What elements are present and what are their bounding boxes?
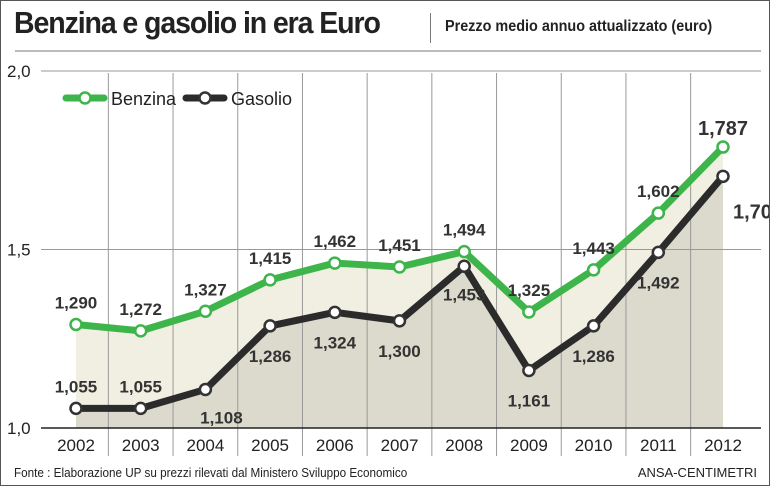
legend-marker [78, 91, 92, 105]
x-tick-label: 2002 [57, 436, 95, 455]
x-tick-label: 2008 [445, 436, 483, 455]
data-label: 1,055 [55, 377, 98, 396]
data-point [328, 305, 342, 320]
data-point [586, 319, 601, 333]
chart-subtitle: Prezzo medio annuo attualizzato (euro) [445, 18, 713, 35]
legend-label-benzina: Benzina [111, 89, 177, 109]
data-point [586, 263, 601, 277]
data-point [651, 206, 666, 220]
data-label: 1,325 [508, 281, 551, 300]
data-point [69, 401, 83, 416]
data-point [328, 256, 342, 270]
y-tick-label: 2,0 [7, 62, 31, 81]
x-tick-label: 2010 [575, 436, 613, 455]
data-label: 1,453 [443, 285, 486, 304]
data-point [392, 260, 407, 274]
data-label: 1,055 [119, 377, 162, 396]
data-point [457, 259, 471, 274]
data-point [522, 363, 536, 378]
data-label: 1,494 [443, 221, 486, 240]
data-point [263, 273, 277, 287]
data-point [651, 245, 666, 260]
data-label: 1,451 [378, 236, 421, 255]
data-point [522, 305, 536, 319]
legend-label-gasolio: Gasolio [231, 89, 292, 109]
data-label: 1,300 [378, 342, 421, 361]
x-tick-label: 2007 [381, 436, 419, 455]
y-tick-label: 1,0 [7, 419, 31, 438]
data-label: 1,705 [733, 201, 769, 223]
data-label: 1,602 [637, 182, 680, 201]
credit: ANSA-CENTIMETRI [637, 465, 757, 480]
data-point [263, 319, 277, 333]
data-point [392, 314, 407, 328]
data-point [69, 317, 83, 332]
source-note: Fonte : Elaborazione UP su prezzi rileva… [14, 465, 408, 480]
legend-marker [198, 91, 212, 105]
title-separator [430, 13, 431, 43]
x-tick-label: 2003 [122, 436, 160, 455]
data-label: 1,492 [637, 273, 680, 292]
data-point [457, 244, 471, 259]
x-tick-label: 2012 [704, 436, 742, 455]
data-label: 1,324 [314, 333, 357, 352]
data-label: 1,462 [314, 232, 357, 251]
data-label: 1,108 [200, 408, 243, 427]
data-label: 1,272 [119, 300, 162, 319]
data-point [716, 169, 730, 184]
data-label: 1,415 [249, 249, 292, 268]
x-tick-label: 2009 [510, 436, 548, 455]
x-tick-label: 2006 [316, 436, 354, 455]
chart-title: Benzina e gasolio in era Euro [14, 5, 381, 40]
data-label: 1,161 [508, 392, 551, 411]
data-point [716, 140, 730, 154]
data-label: 1,443 [572, 239, 615, 258]
x-tick-label: 2011 [640, 436, 677, 455]
data-label: 1,327 [184, 280, 227, 299]
y-tick-label: 1,5 [7, 241, 31, 260]
data-point [198, 382, 213, 397]
data-point [198, 304, 213, 319]
data-label: 1,290 [55, 293, 98, 312]
x-tick-label: 2005 [251, 436, 289, 455]
data-label: 1,286 [249, 347, 292, 366]
data-point [133, 324, 148, 338]
x-tick-label: 2004 [186, 436, 224, 455]
data-label: 1,787 [698, 118, 748, 140]
data-label: 1,286 [572, 347, 615, 366]
data-point [133, 401, 148, 416]
